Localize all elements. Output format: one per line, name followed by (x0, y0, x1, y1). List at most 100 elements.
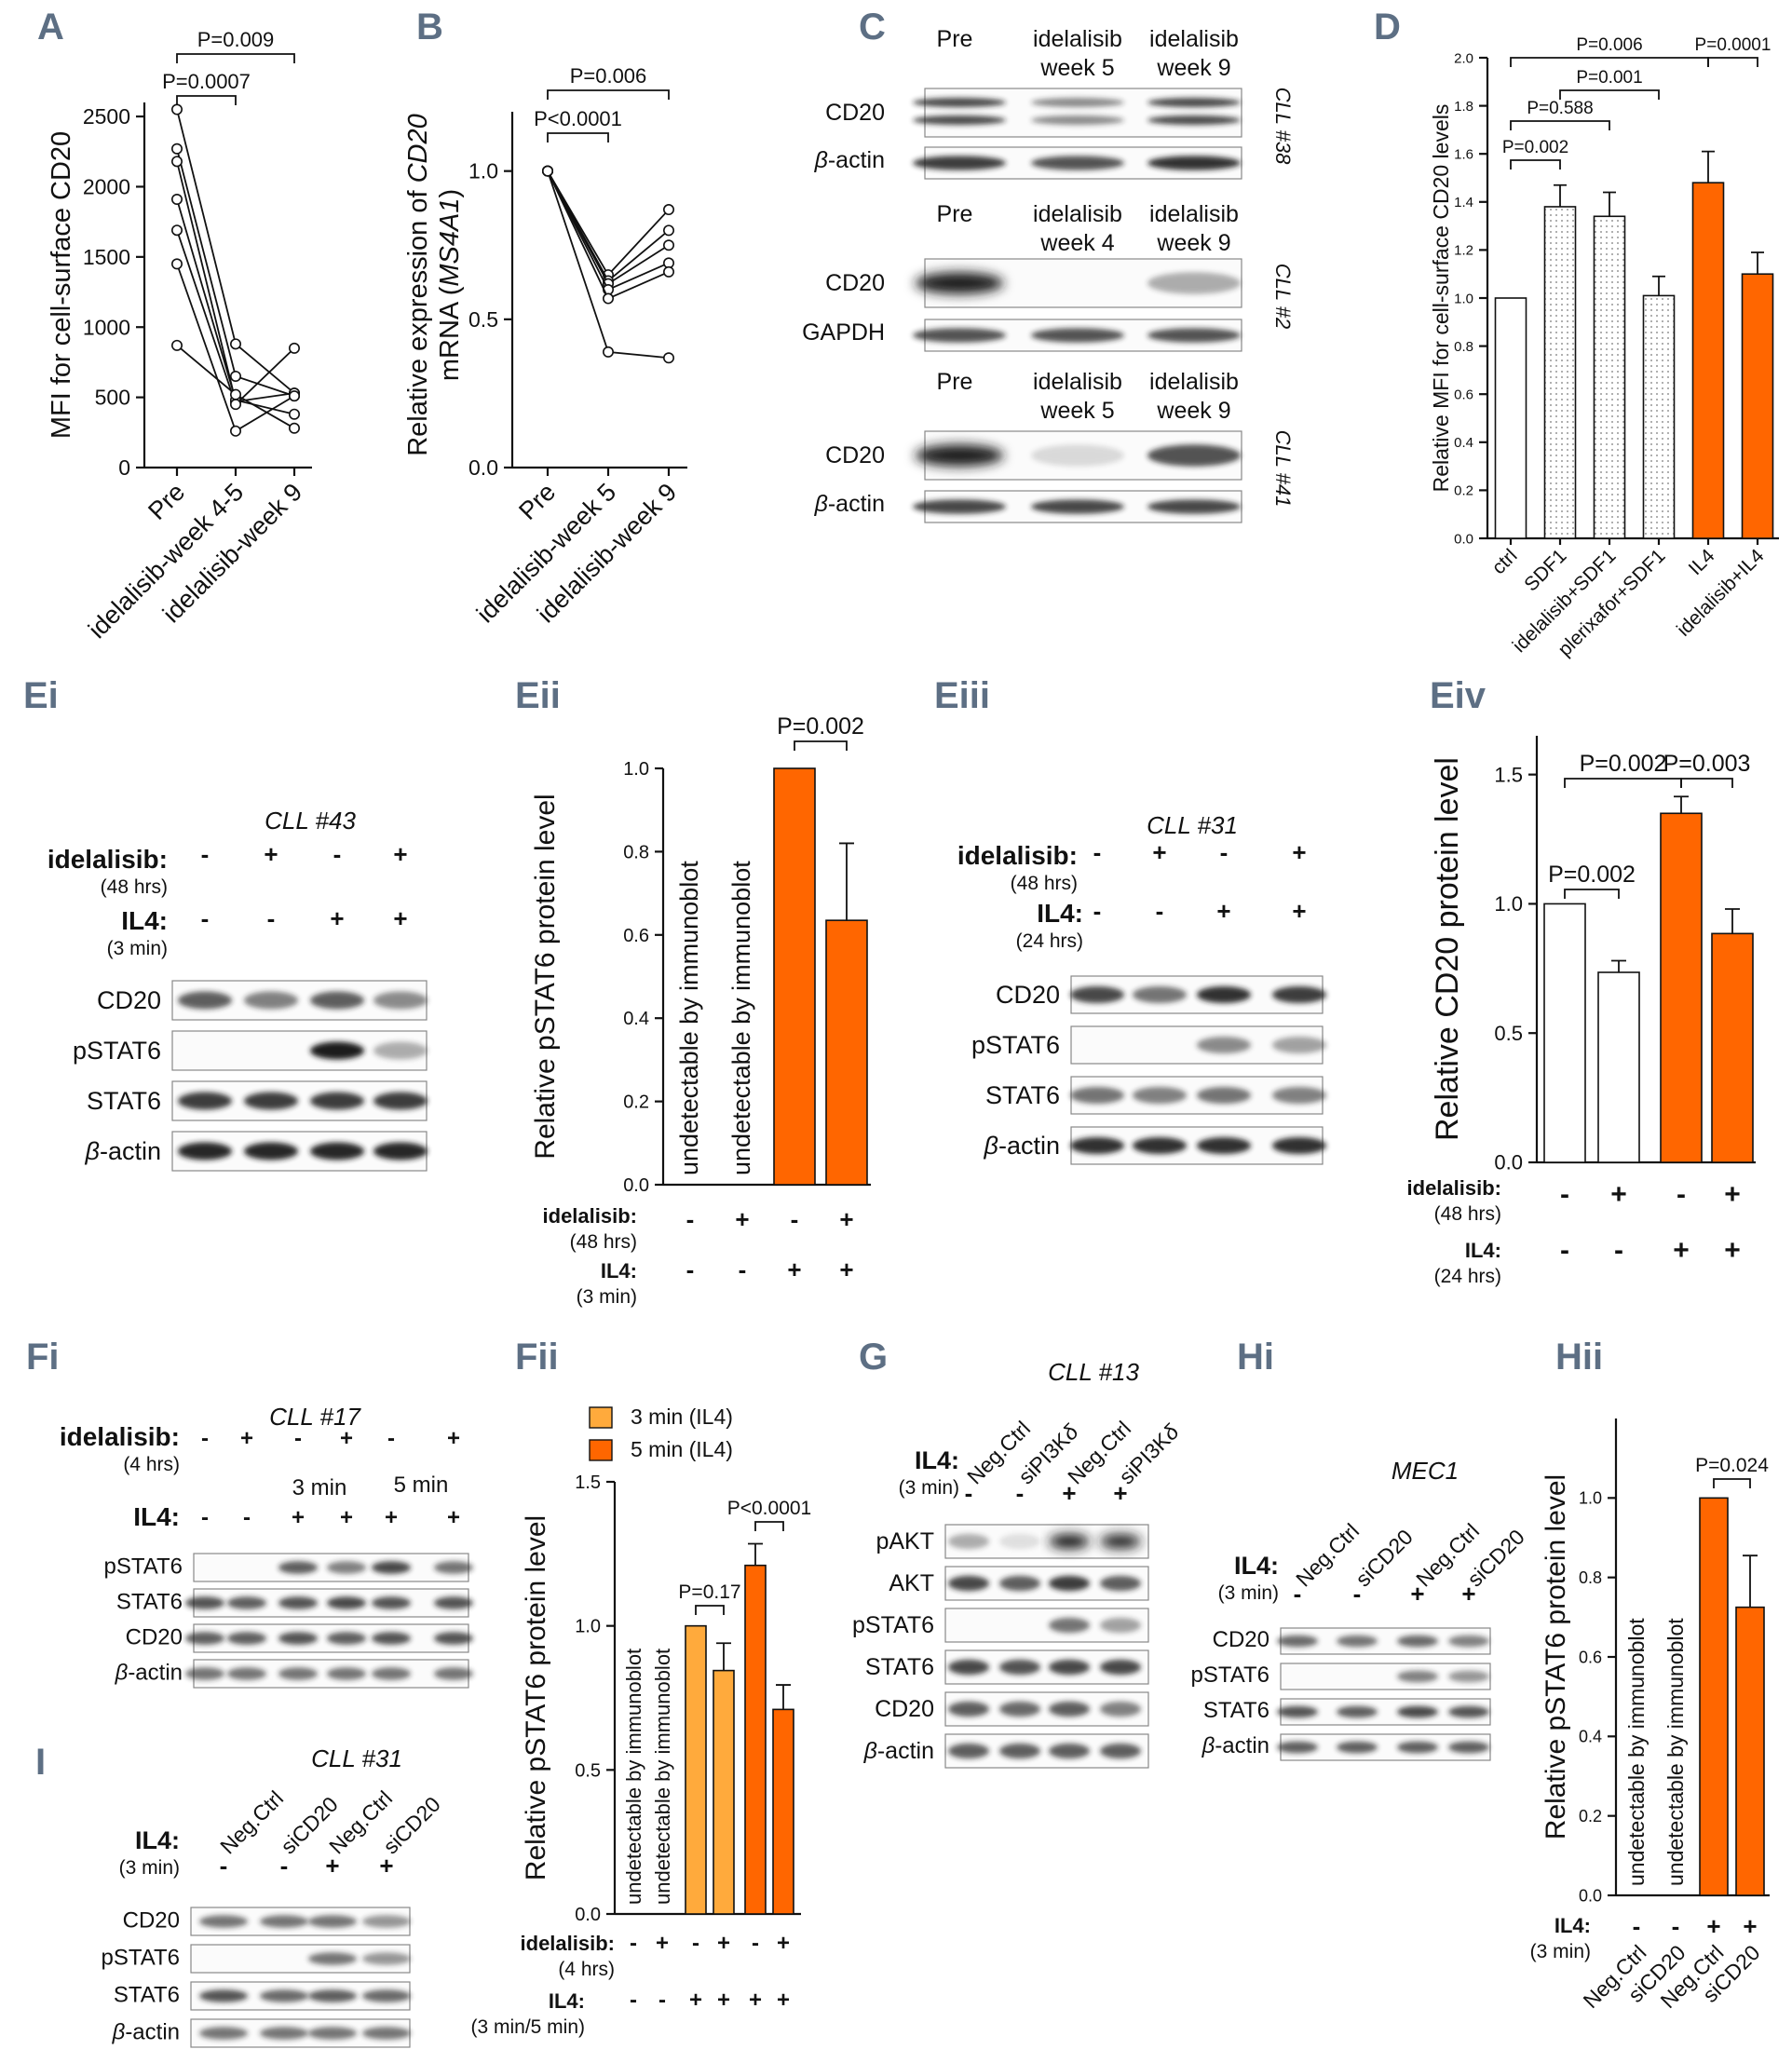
blot-eiii-row-label: β-actin (984, 1132, 1060, 1160)
blot-i-row-label: β-actin (112, 2020, 180, 2045)
blot-hi-band (1397, 1635, 1438, 1648)
blot-c-band (1031, 328, 1124, 343)
blot-i-band (308, 1989, 357, 2002)
chart-eiv-row-idelalisib-sub: (48 hrs) (1434, 1203, 1501, 1225)
chart-b-y-title-gene: CD20 (403, 114, 433, 183)
chart-hii-bar (1735, 1606, 1765, 1896)
blot-fi-idelalisib-sign-minus: - (294, 1426, 302, 1451)
chart-eii-il4-sign-plus: + (839, 1255, 853, 1283)
blot-g-band (948, 1533, 989, 1550)
blot-i-row-label: CD20 (123, 1908, 180, 1934)
blot-fi-il4-sign-plus: + (447, 1505, 460, 1530)
blot-row-label-rest: -actin (828, 491, 885, 517)
blot-fi-row-label: CD20 (126, 1625, 183, 1650)
chart-hii-y-tick-label: 0.4 (1579, 1728, 1602, 1746)
chart-eiv-bar-chart: 0.0 0.5 1.0 1.5 Relative CD20 protein level P… (1407, 736, 1756, 1287)
blot-hi-band (1448, 1705, 1489, 1718)
blot-c-band (1147, 444, 1241, 467)
chart-eiv-error-bar (1725, 908, 1740, 934)
blot-c-lane-header: week 4 (1039, 230, 1114, 256)
chart-fii-il4-sign-plus: + (689, 1988, 702, 2013)
blot-g-band (1100, 1617, 1141, 1634)
chart-a-sig-1-bracket (176, 95, 237, 105)
chart-a-y-tick-label: 500 (95, 386, 130, 410)
chart-d-error-bar (1554, 183, 1567, 207)
blot-ei-band (310, 1041, 364, 1060)
blot-c-lane-header: idelalisib (1149, 26, 1239, 52)
chart-d-x-tick-label: ctrl (1487, 545, 1521, 578)
chart-hii-y-tick-label: 0.8 (1579, 1568, 1602, 1587)
blot-fi-band (227, 1667, 266, 1680)
blot-row-label-greek: β (85, 1137, 100, 1165)
chart-eiv-idelalisib-sign-minus: - (1560, 1179, 1569, 1210)
blot-fi-sample-id: CLL #17 (269, 1403, 361, 1431)
chart-eii-bar-chart: 0.0 0.2 0.4 0.6 0.8 1.0 Relative pSTAT6 protei… (530, 713, 871, 1308)
blot-g-band (999, 1701, 1040, 1717)
blot-hi-row-label: CD20 (1213, 1627, 1269, 1652)
blot-hi-band (1277, 1635, 1318, 1648)
blot-eiii-band (1070, 1087, 1124, 1104)
chart-b-y-tick-label: 1.0 (468, 159, 498, 183)
chart-d-x-tick-label: idelalisib+IL4 (1673, 545, 1769, 641)
chart-eiv-il4-sign-minus: - (1614, 1235, 1623, 1266)
chart-eiv-y-axis-title: Relative CD20 protein level (1430, 757, 1465, 1141)
chart-fii-legend-label: 3 min (IL4) (631, 1405, 733, 1429)
blot-fi-band (372, 1561, 411, 1574)
chart-b-y-tick-label: 0.0 (468, 455, 498, 480)
blot-i-band (362, 1915, 411, 1928)
blot-eiii-band (1197, 1037, 1251, 1053)
chart-eiv-bar (1711, 932, 1754, 1163)
blot-ei-row-label: STAT6 (87, 1087, 161, 1115)
chart-b-x-tick-label: Pre (513, 478, 561, 525)
chart-eiv-bar (1660, 812, 1703, 1163)
panel-label-a: A (37, 7, 64, 48)
chart-fii-legend-swatch (589, 1406, 613, 1429)
chart-a-x-tick-label: Pre (143, 478, 190, 525)
blot-c-row-label: β-actin (814, 491, 885, 517)
chart-a-data-point (171, 224, 183, 237)
blot-i-band (308, 1915, 357, 1928)
chart-hii-y-axis-title: Relative pSTAT6 protein level (1541, 1474, 1571, 1839)
blot-hi-row-label: β-actin (1201, 1733, 1269, 1758)
blot-row-label-rest: -actin (100, 1137, 161, 1165)
chart-d-bar (1741, 273, 1774, 539)
blot-row-label-rest: -actin (128, 1661, 183, 1686)
blot-i-band (260, 1989, 308, 2002)
blot-c-lane-header: idelalisib (1033, 369, 1122, 395)
blot-c-lane-header: week 9 (1156, 230, 1230, 256)
blot-g-row-label: pAKT (876, 1528, 934, 1554)
chart-eii-error-bar (839, 842, 854, 921)
chart-eiv-il4-sign-plus: + (1724, 1235, 1741, 1266)
chart-fii-il4-sign-plus: + (777, 1988, 790, 2013)
chart-hii-il4-sign-minus: - (1672, 1912, 1680, 1940)
blot-i-row-label: pSTAT6 (102, 1946, 180, 1971)
blot-g-row-label: STAT6 (865, 1654, 934, 1680)
blot-panel-g: CLL #13Neg.CtrlsiPI3KδNeg.CtrlsiPI3KδIL4… (852, 1358, 1184, 1769)
chart-fii-y-axis-title: Relative pSTAT6 protein level (521, 1515, 551, 1880)
blot-eiii-il4-sign-minus: - (1093, 897, 1102, 925)
blot-fi-il4-sign-minus: - (243, 1505, 251, 1530)
blot-hi-il4-sign-minus: - (1294, 1580, 1302, 1608)
blot-ei-row-idelalisib-label: idelalisib: (48, 845, 168, 874)
blot-eiii-idelalisib-sign-plus: + (1152, 838, 1166, 866)
blot-fi-idelalisib-sign-minus: - (201, 1426, 209, 1451)
chart-a-y-tick-label: 0 (118, 455, 130, 480)
blot-fi-band (185, 1667, 224, 1680)
chart-eii-sig-1-pvalue: P=0.002 (777, 713, 864, 740)
blot-eiii-il4-sign-plus: + (1216, 897, 1230, 925)
chart-eiv-row-idelalisib-label: idelalisib: (1407, 1176, 1501, 1200)
chart-eii-y-tick-label: 0.8 (623, 842, 649, 862)
chart-d-sig-2-bracket (1510, 120, 1610, 130)
chart-fii-undetectable-note: undetectable by immunoblot (622, 1649, 645, 1905)
chart-a-y-tick-label: 2000 (83, 175, 130, 199)
chart-b-data-point (662, 224, 674, 237)
blot-c-lane-header-pre: Pre (937, 26, 973, 52)
chart-fii-idelalisib-sign-plus: + (656, 1931, 669, 1956)
blot-fi-band (278, 1667, 318, 1680)
blot-fi-band (434, 1596, 473, 1609)
chart-hii-bar-chart: 0.0 0.2 0.4 0.6 0.8 1.0 Relative pSTAT6 protei… (1530, 1418, 1770, 2013)
blot-i-il4-sign-minus: - (280, 1852, 289, 1880)
